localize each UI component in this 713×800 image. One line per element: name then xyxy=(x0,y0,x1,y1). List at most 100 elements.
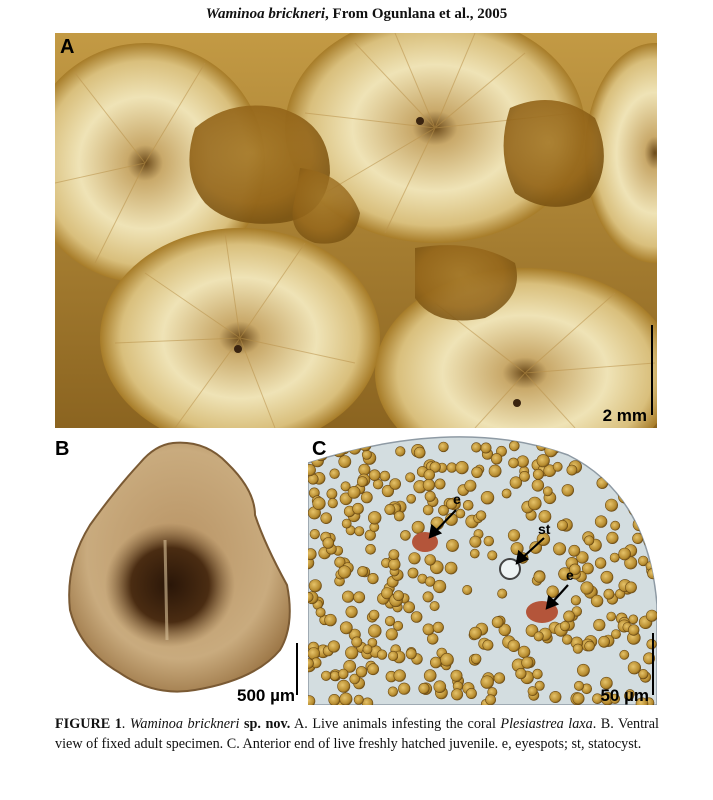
algal-cell xyxy=(594,557,607,569)
algal-cell xyxy=(643,486,654,497)
algal-cell xyxy=(557,519,569,531)
algal-cell xyxy=(519,471,530,482)
algal-cell xyxy=(422,623,435,636)
algal-cell xyxy=(623,690,634,701)
algal-cell xyxy=(529,541,542,554)
algal-cell xyxy=(438,441,449,453)
panel-c-juvenile-photo: C e st e 50 µm xyxy=(308,435,657,705)
algal-cell xyxy=(360,491,373,504)
algal-cell xyxy=(327,440,340,453)
algal-cell xyxy=(308,548,317,561)
algal-cell xyxy=(376,649,388,660)
algal-cell xyxy=(385,628,398,641)
algal-cell xyxy=(308,658,314,669)
panel-b-scale-label: 500 µm xyxy=(237,686,295,705)
algal-cell xyxy=(606,611,617,622)
algal-cell xyxy=(357,476,368,488)
algal-cell xyxy=(561,484,574,497)
algal-cell xyxy=(343,659,357,673)
figure-caption: FIGURE 1. Waminoa brickneri sp. nov. A. … xyxy=(55,714,659,754)
algal-cell xyxy=(398,682,411,695)
caption-species: Waminoa brickneri xyxy=(129,716,240,732)
algal-cell xyxy=(354,526,365,537)
algal-cell xyxy=(509,476,523,489)
algal-cell xyxy=(580,581,594,595)
algal-cell xyxy=(403,601,415,614)
algal-cell xyxy=(464,479,477,492)
caption-figure-label: FIGURE 1 xyxy=(55,716,122,732)
algal-cell xyxy=(381,484,394,498)
algal-cell xyxy=(451,688,464,701)
polyp-mouths xyxy=(234,117,521,407)
arrows xyxy=(428,509,569,610)
panel-a-scale-label: 2 mm xyxy=(602,406,647,425)
algal-cell xyxy=(367,637,378,648)
algal-cell xyxy=(341,590,355,603)
algal-cell xyxy=(365,544,376,555)
title-source: , From Ogunlana et al., 2005 xyxy=(325,6,508,22)
algal-cell xyxy=(546,585,559,598)
algal-cell xyxy=(581,562,594,575)
algal-cell xyxy=(326,488,338,500)
caption-sep: . xyxy=(121,716,130,732)
algal-cell xyxy=(606,531,619,544)
algal-cell xyxy=(628,614,639,625)
algal-cell xyxy=(480,490,495,505)
algal-cell xyxy=(367,511,382,525)
algal-cell xyxy=(411,520,425,534)
algal-cell xyxy=(308,592,314,603)
algal-cell xyxy=(609,552,620,563)
dark-central-region xyxy=(105,523,235,647)
algal-cell xyxy=(340,481,351,492)
caption-text-a: A. Live animals infesting the coral xyxy=(290,716,501,732)
algal-cell xyxy=(352,502,364,515)
algal-cell xyxy=(501,488,512,499)
algal-cell xyxy=(528,496,542,511)
algal-cell xyxy=(469,535,482,548)
algal-cell xyxy=(327,497,338,509)
algal-cell xyxy=(645,609,657,622)
algal-cell xyxy=(413,446,426,459)
algal-cell xyxy=(362,644,373,655)
algal-cell xyxy=(440,652,454,667)
algal-cell xyxy=(562,634,573,645)
algal-cell xyxy=(533,631,544,642)
algal-cell xyxy=(534,680,545,691)
algal-cell xyxy=(619,649,630,660)
algal-cell xyxy=(566,464,578,476)
algal-cell xyxy=(628,624,640,636)
algal-cell xyxy=(339,621,353,635)
algal-cell xyxy=(393,620,404,631)
algal-cell xyxy=(646,639,657,650)
algal-cell xyxy=(573,680,584,691)
algal-cell xyxy=(429,461,441,473)
algal-cell xyxy=(328,693,341,705)
algal-cell xyxy=(407,567,419,579)
algal-cell xyxy=(576,663,590,677)
algal-cell xyxy=(637,499,651,514)
algal-cell xyxy=(324,613,337,627)
algal-cell xyxy=(353,591,366,604)
algal-cell xyxy=(490,453,503,465)
algal-cell xyxy=(536,454,550,468)
caption-sp-nov: sp. nov. xyxy=(239,716,291,732)
algal-cell xyxy=(517,645,531,659)
algal-cell xyxy=(400,530,411,541)
panel-b-label: B xyxy=(55,438,70,460)
worms-on-coral xyxy=(189,100,604,321)
panel-c-scale-bar xyxy=(652,633,654,695)
algal-cell xyxy=(349,673,361,685)
algal-cell xyxy=(422,591,434,603)
algal-cell xyxy=(446,539,459,552)
algal-cell xyxy=(531,479,545,492)
algal-cell xyxy=(308,463,316,477)
juvenile-image xyxy=(308,436,657,705)
algal-cell xyxy=(381,587,394,600)
algal-cell xyxy=(621,469,634,482)
label-eyespot-1: e xyxy=(453,491,461,507)
algal-cell xyxy=(553,542,567,556)
algal-cell xyxy=(570,595,582,606)
algal-cell xyxy=(635,697,649,705)
algal-cell xyxy=(424,554,436,566)
algal-cell xyxy=(604,498,618,512)
